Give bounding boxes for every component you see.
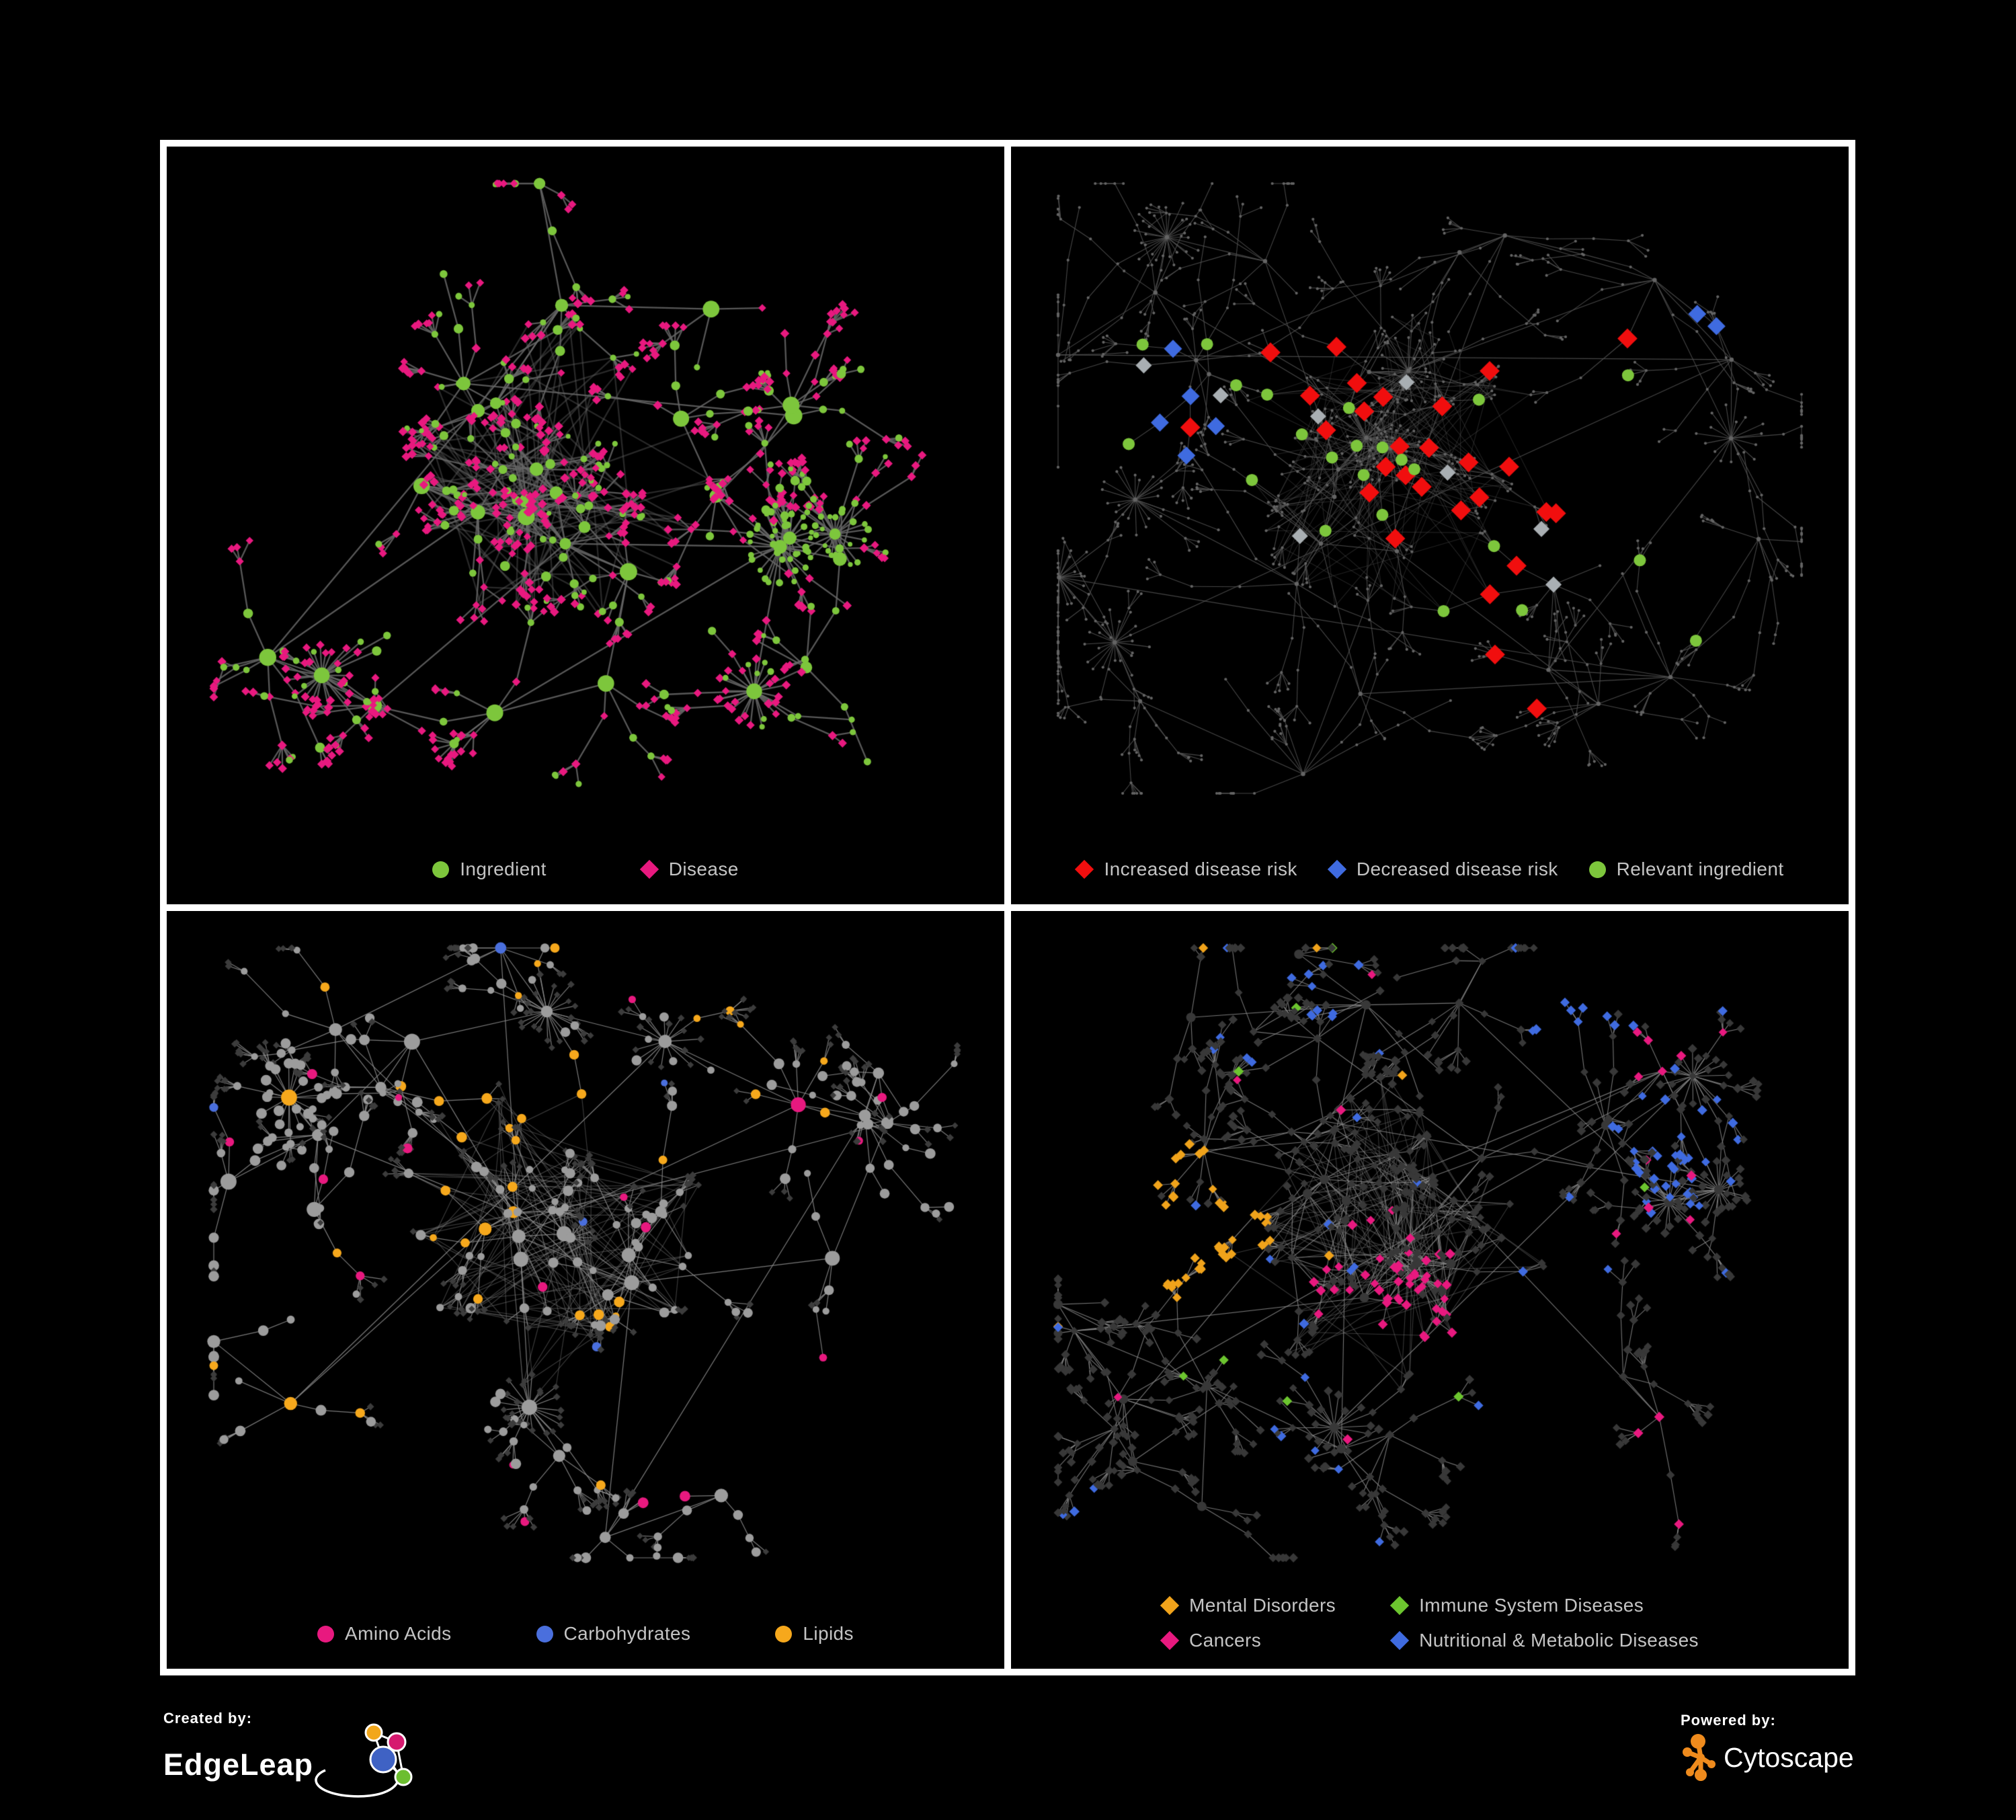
immune-system-diseases-marker: [1389, 1595, 1410, 1616]
legend-item-carbohydrates: Carbohydrates: [536, 1623, 691, 1645]
panel-disease-risk: Increased disease risk Decreased disease …: [1011, 147, 1849, 904]
mental-disorders-marker: [1160, 1595, 1180, 1616]
legend-label: Disease: [668, 859, 739, 879]
legend-item-immune-system-diseases: Immune System Diseases: [1389, 1595, 1699, 1616]
legend-label: Increased disease risk: [1104, 859, 1297, 879]
cancers-marker: [1160, 1630, 1180, 1651]
network-canvas-disease-risk: [1011, 147, 1849, 904]
legend-label: Amino Acids: [345, 1623, 452, 1644]
amino-acids-marker: [317, 1625, 335, 1643]
legend-label: Decreased disease risk: [1356, 859, 1558, 879]
panel-ingredient-disease: Ingredient Disease: [167, 147, 1004, 904]
legend-label: Lipids: [803, 1623, 854, 1644]
legend-item-decreased-disease-risk: Decreased disease risk: [1327, 859, 1558, 880]
legend-disease-categories: Mental Disorders Immune System Diseases Ca…: [1011, 1595, 1849, 1651]
legend-item-cancers: Cancers: [1160, 1630, 1336, 1651]
legend-label: Carbohydrates: [563, 1623, 691, 1644]
panel-disease-categories: Mental Disorders Immune System Diseases Ca…: [1011, 911, 1849, 1669]
powered-by-label: Powered by:: [1681, 1712, 1776, 1729]
legend-item-lipids: Lipids: [775, 1623, 854, 1645]
legend-item-mental-disorders: Mental Disorders: [1160, 1595, 1336, 1616]
legend-label: Mental Disorders: [1189, 1595, 1336, 1616]
network-canvas-nutrient-classes: [167, 911, 1004, 1669]
panel-grid: Ingredient Disease Increased disease risk…: [160, 140, 1855, 1675]
created-by-block: Created by: EdgeLeap: [163, 1710, 422, 1803]
legend-item-relevant-ingredient: Relevant ingredient: [1588, 859, 1784, 880]
legend-disease-risk: Increased disease risk Decreased disease …: [1011, 859, 1849, 880]
legend-item-amino-acids: Amino Acids: [317, 1623, 451, 1645]
cytoscape-wordmark: Cytoscape: [1724, 1741, 1854, 1773]
legend-item-ingredient: Ingredient: [432, 859, 547, 880]
legend-item-increased-disease-risk: Increased disease risk: [1075, 859, 1297, 880]
created-by-label: Created by:: [163, 1710, 253, 1727]
edgeleap-node-green: [394, 1768, 413, 1786]
edgeleap-node-blue: [369, 1745, 397, 1774]
increased-disease-risk-marker: [1075, 859, 1094, 879]
decreased-disease-risk-marker: [1327, 859, 1346, 879]
powered-by-block: Powered by: Cytosc: [1681, 1712, 1854, 1782]
legend-ingredient-disease: Ingredient Disease: [167, 859, 1004, 880]
cytoscape-logo: [1683, 1734, 1716, 1781]
legend-nutrient-classes: Amino Acids Carbohydrates Lipids: [167, 1623, 1004, 1645]
disease-marker: [639, 859, 659, 879]
network-canvas-ingredient-disease: [167, 147, 1004, 904]
lipids-marker: [775, 1625, 793, 1643]
legend-item-nutritional-metabolic-diseases: Nutritional & Metabolic Diseases: [1389, 1630, 1699, 1651]
network-canvas-disease-categories: [1011, 911, 1849, 1669]
nutritional-metabolic-diseases-marker: [1389, 1630, 1410, 1651]
legend-label: Relevant ingredient: [1616, 859, 1784, 879]
edgeleap-logo: [315, 1723, 413, 1798]
legend-label: Nutritional & Metabolic Diseases: [1419, 1630, 1699, 1651]
panel-nutrient-classes: Amino Acids Carbohydrates Lipids: [167, 911, 1004, 1669]
legend-label: Immune System Diseases: [1419, 1595, 1644, 1616]
legend-item-disease: Disease: [639, 859, 739, 880]
ingredient-marker: [432, 861, 450, 878]
carbohydrates-marker: [536, 1625, 553, 1643]
edgeleap-wordmark: EdgeLeap: [163, 1747, 314, 1782]
legend-label: Cancers: [1189, 1630, 1262, 1651]
relevant-ingredient-marker: [1588, 861, 1606, 878]
edgeleap-node-yellow: [364, 1723, 383, 1742]
edgeleap-node-pink: [387, 1732, 407, 1752]
legend-label: Ingredient: [460, 859, 547, 879]
